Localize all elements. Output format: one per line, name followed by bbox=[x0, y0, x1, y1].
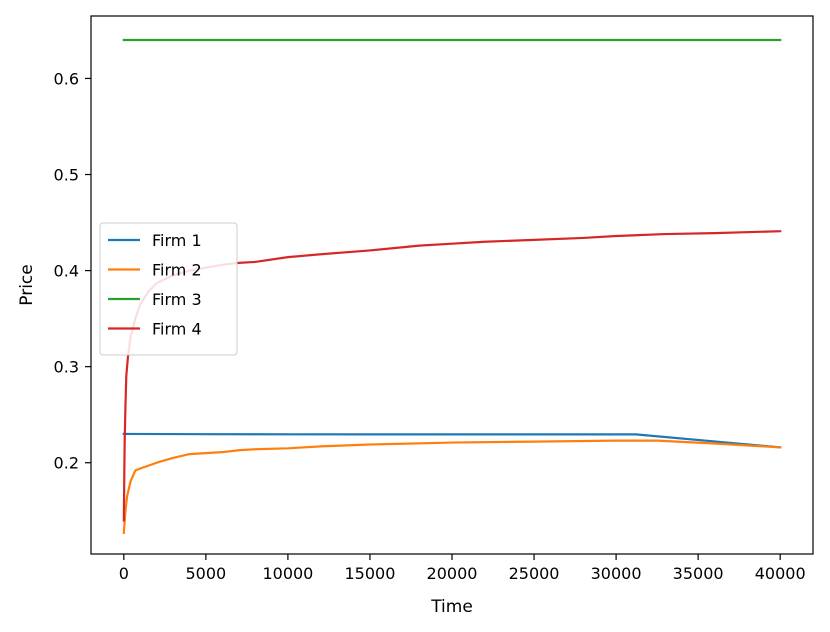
x-tick-label: 25000 bbox=[509, 564, 560, 583]
x-tick-label: 40000 bbox=[755, 564, 806, 583]
y-axis-ticks: 0.2 0.3 0.4 0.5 0.6 bbox=[54, 69, 91, 473]
x-axis-label: Time bbox=[430, 597, 473, 617]
legend-label: Firm 3 bbox=[152, 290, 202, 309]
y-tick-label: 0.2 bbox=[54, 454, 79, 473]
legend-label: Firm 2 bbox=[152, 261, 202, 280]
x-tick-label: 35000 bbox=[673, 564, 724, 583]
series-line-1 bbox=[122, 432, 782, 449]
legend-label: Firm 1 bbox=[152, 231, 202, 250]
legend: Firm 1 Firm 2 Firm 3 Firm 4 bbox=[99, 222, 238, 356]
legend-label: Firm 4 bbox=[152, 320, 202, 339]
y-axis-label: Price bbox=[17, 264, 37, 305]
y-tick-label: 0.5 bbox=[54, 166, 79, 185]
y-tick-label: 0.3 bbox=[54, 358, 79, 377]
x-tick-label: 5000 bbox=[186, 564, 227, 583]
legend-box bbox=[99, 222, 238, 356]
x-tick-label: 15000 bbox=[345, 564, 396, 583]
x-tick-label: 30000 bbox=[591, 564, 642, 583]
y-tick-label: 0.6 bbox=[54, 69, 79, 88]
y-tick-label: 0.4 bbox=[54, 262, 79, 281]
x-axis-ticks: 0 5000 10000 15000 20000 25000 30000 35000 40000 bbox=[119, 554, 806, 583]
x-tick-label: 10000 bbox=[262, 564, 313, 583]
x-tick-label: 0 bbox=[119, 564, 129, 583]
x-tick-label: 20000 bbox=[427, 564, 478, 583]
series-line-2 bbox=[122, 439, 782, 535]
